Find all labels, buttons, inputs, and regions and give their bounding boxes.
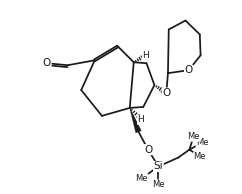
Text: O: O: [185, 65, 193, 75]
Text: O: O: [43, 58, 51, 68]
Text: H: H: [137, 115, 144, 124]
Text: Me: Me: [187, 132, 200, 141]
Polygon shape: [130, 108, 141, 133]
Text: Me: Me: [152, 180, 165, 189]
Text: O: O: [162, 88, 171, 98]
Text: Me: Me: [194, 152, 206, 161]
Text: Si: Si: [154, 161, 163, 171]
Text: O: O: [144, 145, 152, 155]
Text: H: H: [142, 51, 149, 60]
Text: Me: Me: [196, 138, 208, 147]
Text: Me: Me: [136, 174, 148, 183]
